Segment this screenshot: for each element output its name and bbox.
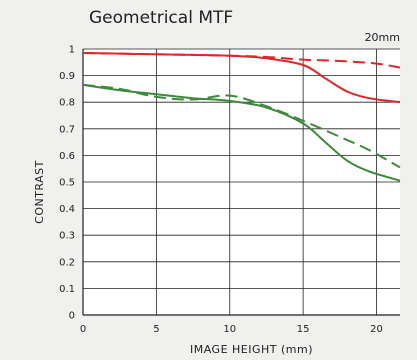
y-tick-label: 0.2 [59, 257, 75, 268]
y-tick-label: 0.6 [59, 151, 75, 162]
x-tick-label: 15 [297, 324, 310, 335]
x-tick-label: 10 [223, 324, 236, 335]
y-tick-label: 0 [69, 311, 75, 322]
x-tick-label: 0 [80, 324, 86, 335]
y-tick-label: 1 [69, 45, 75, 56]
y-tick-label: 0.4 [59, 204, 75, 215]
x-tick-label: 5 [153, 324, 159, 335]
y-tick-label: 0.1 [59, 284, 75, 295]
chart-title: Geometrical MTF [89, 8, 234, 28]
y-tick-label: 0.9 [59, 71, 75, 82]
x-tick-label: 20 [370, 324, 383, 335]
y-tick-label: 0.5 [59, 178, 75, 189]
series-line-3 [82, 83, 401, 169]
y-tick-label: 0.7 [59, 124, 75, 135]
y-axis-label: CONTRAST [33, 160, 46, 224]
focal-length-label: 20mm [365, 31, 400, 44]
y-tick-label: 0.8 [59, 98, 75, 109]
x-axis-label: IMAGE HEIGHT (mm) [190, 343, 313, 356]
y-tick-label: 0.3 [59, 231, 75, 242]
series-line-1 [82, 52, 401, 69]
series-line-0 [82, 52, 401, 104]
series-line-2 [82, 83, 401, 182]
